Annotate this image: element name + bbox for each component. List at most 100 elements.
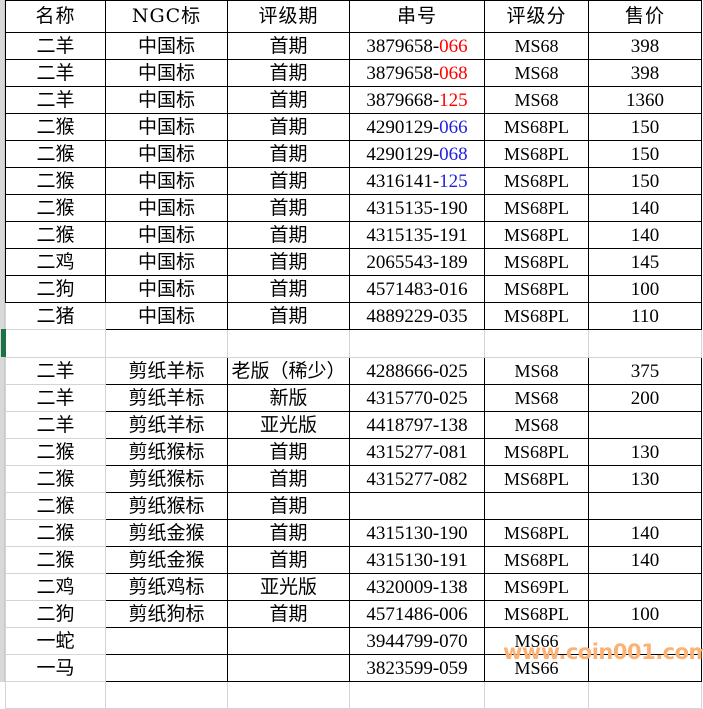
cell-period[interactable]: 首期 xyxy=(227,167,350,195)
cell-name[interactable]: 二猴 xyxy=(5,492,106,520)
cell-grade[interactable]: MS68PL xyxy=(484,519,589,547)
cell-price[interactable]: 130 xyxy=(588,438,702,466)
cell-price[interactable]: 130 xyxy=(588,465,702,493)
cell-ngc-label[interactable]: 中国标 xyxy=(105,59,228,87)
cell-name[interactable]: 二猴 xyxy=(5,140,106,168)
cell-serial[interactable]: 4288666-025 xyxy=(349,357,485,385)
cell-period[interactable]: 亚光版 xyxy=(227,573,350,601)
cell-price[interactable]: 145 xyxy=(588,248,702,276)
cell-period[interactable]: 首期 xyxy=(227,600,350,628)
cell-name[interactable]: 二鸡 xyxy=(5,573,106,601)
cell-ngc-label[interactable]: 中国标 xyxy=(105,221,228,249)
cell-serial[interactable] xyxy=(349,492,485,520)
cell-name[interactable]: 二猴 xyxy=(5,194,106,222)
cell-grade[interactable]: MS68PL xyxy=(484,465,589,493)
cell-serial[interactable]: 4315277-082 xyxy=(349,465,485,493)
cell-name[interactable]: 二猴 xyxy=(5,465,106,493)
cell-name[interactable]: 二猴 xyxy=(5,438,106,466)
cell-serial[interactable]: 2065543-189 xyxy=(349,248,485,276)
cell-price[interactable] xyxy=(588,573,702,601)
cell-serial[interactable]: 4316141-125 xyxy=(349,167,485,195)
cell-period[interactable]: 首期 xyxy=(227,221,350,249)
cell-grade[interactable]: MS66 xyxy=(484,654,589,682)
cell-price[interactable]: 200 xyxy=(588,384,702,412)
table-row[interactable]: 二猴 中国标 首期 4315135-191 MS68PL 140 xyxy=(5,221,702,249)
cell-name[interactable]: 二猴 xyxy=(5,113,106,141)
table-row[interactable]: 一马 3823599-059 MS66 xyxy=(5,654,702,682)
cell-period[interactable] xyxy=(227,627,350,655)
cell-name[interactable]: 二鸡 xyxy=(5,248,106,276)
cell-name[interactable]: 二羊 xyxy=(5,86,106,114)
cell-serial[interactable]: 4315135-191 xyxy=(349,221,485,249)
table-row[interactable]: 二羊 剪纸羊标 老版（稀少） 4288666-025 MS68 375 xyxy=(5,357,702,385)
cell-grade[interactable]: MS68 xyxy=(484,384,589,412)
cell-name[interactable]: 二羊 xyxy=(5,59,106,87)
cell-period[interactable]: 首期 xyxy=(227,275,350,303)
cell-period[interactable]: 首期 xyxy=(227,438,350,466)
cell-name[interactable]: 二猴 xyxy=(5,546,106,574)
cell-price[interactable]: 110 xyxy=(588,302,702,330)
table-row[interactable]: 二猪 中国标 首期 4889229-035 MS68PL 110 xyxy=(5,302,702,330)
cell-name[interactable]: 二羊 xyxy=(5,384,106,412)
cell-grade[interactable]: MS68 xyxy=(484,59,589,87)
cell-name[interactable]: 二羊 xyxy=(5,32,106,60)
table-row[interactable]: 二鸡 剪纸鸡标 亚光版 4320009-138 MS69PL xyxy=(5,573,702,601)
cell-price[interactable]: 398 xyxy=(588,32,702,60)
cell-period[interactable]: 首期 xyxy=(227,113,350,141)
cell-ngc-label[interactable]: 剪纸狗标 xyxy=(105,600,228,628)
cell-serial[interactable]: 4315130-190 xyxy=(349,519,485,547)
cell-serial[interactable]: 4418797-138 xyxy=(349,411,485,439)
cell-grade[interactable]: MS68PL xyxy=(484,113,589,141)
table-row[interactable]: 二狗 中国标 首期 4571483-016 MS68PL 100 xyxy=(5,275,702,303)
cell-price[interactable]: 398 xyxy=(588,59,702,87)
cell-period[interactable]: 首期 xyxy=(227,59,350,87)
cell-price[interactable]: 150 xyxy=(588,113,702,141)
cell-ngc-label[interactable]: 中国标 xyxy=(105,302,228,330)
table-row[interactable]: 一蛇 3944799-070 MS66 xyxy=(5,627,702,655)
cell-price[interactable] xyxy=(588,627,702,655)
cell-name[interactable]: 二狗 xyxy=(5,600,106,628)
cell-period[interactable]: 新版 xyxy=(227,384,350,412)
cell-ngc-label[interactable]: 剪纸金猴 xyxy=(105,519,228,547)
cell-grade[interactable]: MS69PL xyxy=(484,573,589,601)
cell-grade[interactable]: MS68PL xyxy=(484,194,589,222)
cell-period[interactable]: 首期 xyxy=(227,492,350,520)
cell-ngc-label[interactable] xyxy=(105,654,228,682)
cell-ngc-label[interactable]: 中国标 xyxy=(105,248,228,276)
table-row[interactable]: 二猴 中国标 首期 4316141-125 MS68PL 150 xyxy=(5,167,702,195)
cell-name[interactable]: 一马 xyxy=(5,654,106,682)
cell-period[interactable]: 首期 xyxy=(227,86,350,114)
cell-grade[interactable]: MS68 xyxy=(484,357,589,385)
cell-name[interactable]: 二猪 xyxy=(5,302,106,330)
cell-serial[interactable]: 4571486-006 xyxy=(349,600,485,628)
table-row[interactable]: 二猴 剪纸金猴 首期 4315130-190 MS68PL 140 xyxy=(5,519,702,547)
cell-ngc-label[interactable]: 剪纸猴标 xyxy=(105,465,228,493)
cell-ngc-label[interactable] xyxy=(105,627,228,655)
cell-period[interactable]: 老版（稀少） xyxy=(227,357,350,385)
cell-serial[interactable]: 3944799-070 xyxy=(349,627,485,655)
cell-period[interactable] xyxy=(227,654,350,682)
cell-ngc-label[interactable]: 中国标 xyxy=(105,113,228,141)
cell-name[interactable]: 二羊 xyxy=(5,411,106,439)
cell-name[interactable]: 二羊 xyxy=(5,357,106,385)
table-row[interactable]: 二羊 中国标 首期 3879658-066 MS68 398 xyxy=(5,32,702,60)
cell-ngc-label[interactable]: 剪纸羊标 xyxy=(105,357,228,385)
cell-ngc-label[interactable]: 剪纸猴标 xyxy=(105,438,228,466)
cell-ngc-label[interactable]: 中国标 xyxy=(105,167,228,195)
cell-period[interactable]: 首期 xyxy=(227,140,350,168)
cell-price[interactable]: 150 xyxy=(588,167,702,195)
cell-price[interactable] xyxy=(588,411,702,439)
cell-serial[interactable]: 3879658-068 xyxy=(349,59,485,87)
cell-ngc-label[interactable]: 中国标 xyxy=(105,32,228,60)
table-row[interactable]: 二羊 中国标 首期 3879668-125 MS68 1360 xyxy=(5,86,702,114)
table-row[interactable]: 二羊 中国标 首期 3879658-068 MS68 398 xyxy=(5,59,702,87)
cell-grade[interactable]: MS68PL xyxy=(484,546,589,574)
cell-grade[interactable]: MS68PL xyxy=(484,438,589,466)
cell-grade[interactable]: MS68 xyxy=(484,86,589,114)
cell-ngc-label[interactable]: 剪纸羊标 xyxy=(105,384,228,412)
cell-period[interactable]: 首期 xyxy=(227,248,350,276)
cell-name[interactable]: 一蛇 xyxy=(5,627,106,655)
cell-period[interactable]: 亚光版 xyxy=(227,411,350,439)
cell-price[interactable]: 140 xyxy=(588,221,702,249)
cell-serial[interactable]: 4315135-190 xyxy=(349,194,485,222)
